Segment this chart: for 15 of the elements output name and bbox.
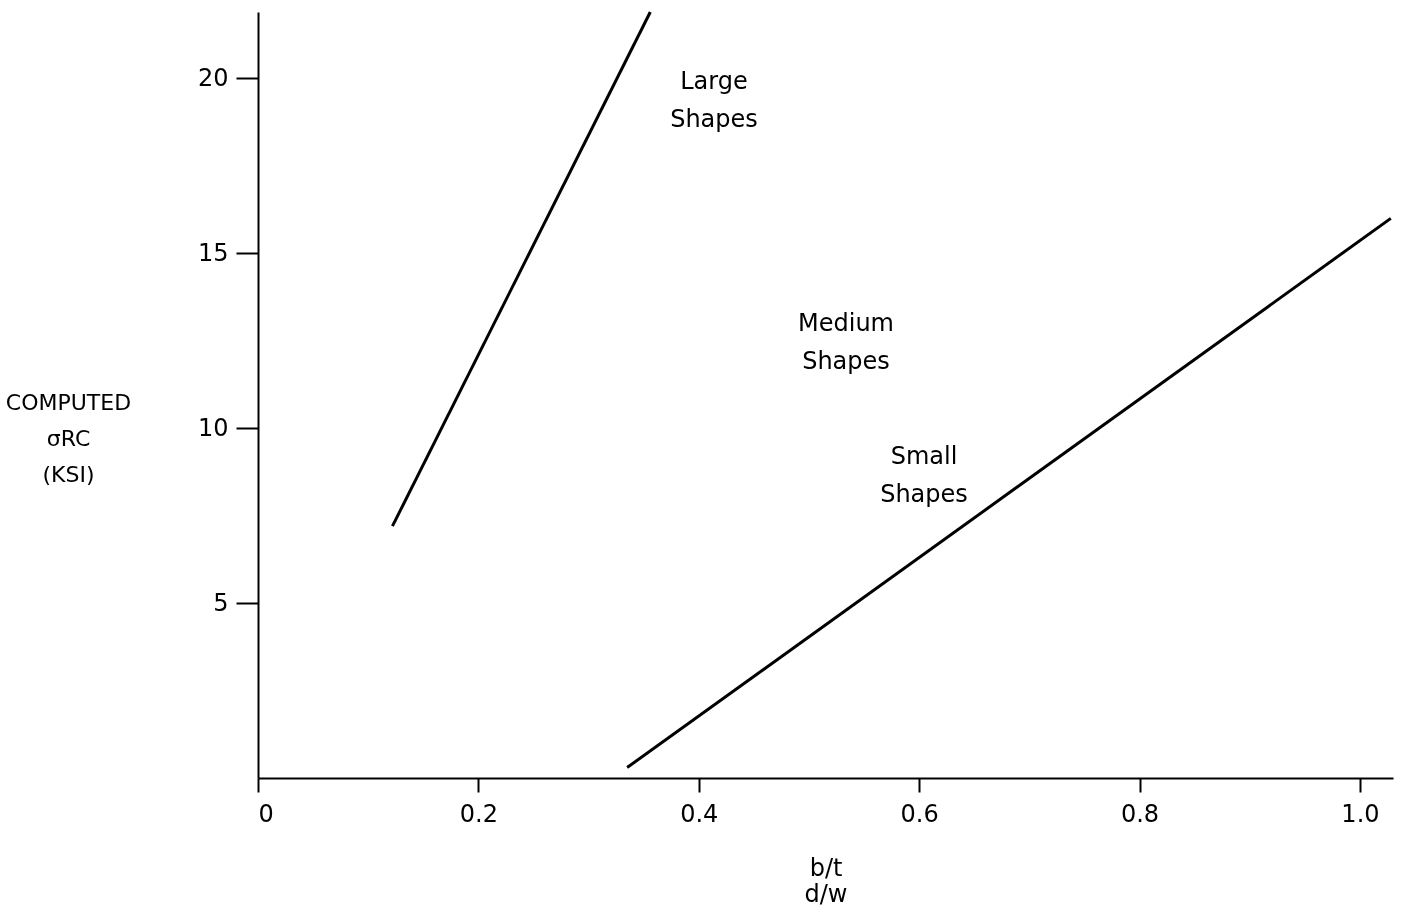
y-axis-title: COMPUTED σRC (KSI) <box>5 389 132 487</box>
x-tick-label: 1.0 <box>1341 799 1380 828</box>
y-tick-label: 5 <box>213 588 229 617</box>
x-tick-label: 0.6 <box>900 799 939 828</box>
y-tick-label: 10 <box>197 413 229 442</box>
annotation: Large Shapes <box>670 67 758 134</box>
annotation: Medium Shapes <box>798 309 894 375</box>
x-tick-label: 0.2 <box>459 799 498 828</box>
x-axis-title: b/t d/w <box>804 853 848 908</box>
x-tick-label: 0.8 <box>1120 799 1160 828</box>
x-tick-label: 0.4 <box>680 799 719 828</box>
y-tick-label: 20 <box>197 63 229 92</box>
annotation: Small Shapes <box>880 441 968 508</box>
x-tick-label: 0 <box>258 799 274 828</box>
y-tick-label: 15 <box>197 238 229 267</box>
